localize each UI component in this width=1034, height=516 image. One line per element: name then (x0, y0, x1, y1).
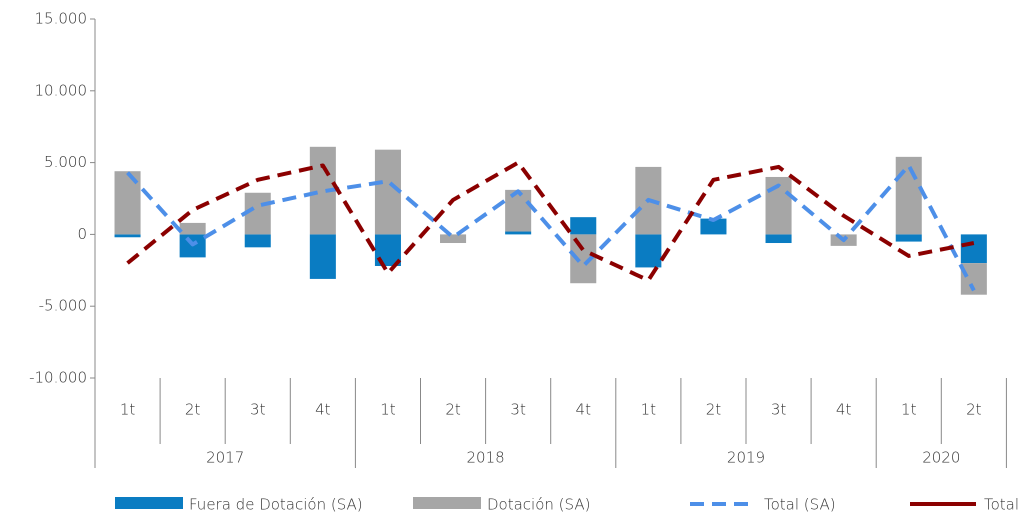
y-tick-label: 15.000 (35, 10, 88, 28)
x-tick-label: 2t (185, 401, 201, 419)
x-tick-label: 4t (836, 401, 852, 419)
y-tick-label: -10.000 (29, 369, 87, 387)
x-tick-label: 3t (771, 401, 787, 419)
bar (244, 234, 271, 248)
legend-label: Fuera de Dotación (SA) (189, 496, 363, 514)
x-tick-label: 3t (250, 401, 266, 419)
group-label: 2019 (727, 449, 765, 467)
line (126, 163, 976, 292)
y-tick-label: 0 (77, 225, 87, 243)
x-tick-label: 2t (706, 401, 722, 419)
legend-swatch (413, 497, 481, 509)
bar (570, 217, 597, 235)
group-label: 2017 (206, 449, 244, 467)
bar (440, 234, 467, 244)
legend-label: Total (SA) (764, 496, 836, 514)
x-tick-label: 1t (380, 401, 396, 419)
y-tick-label: 10.000 (35, 81, 88, 99)
bar (309, 234, 336, 279)
bar (700, 218, 727, 235)
bar (505, 189, 532, 232)
x-tick-label: 1t (641, 401, 657, 419)
x-tick-label: 1t (901, 401, 917, 419)
line (126, 160, 975, 283)
y-tick-label: 5.000 (44, 153, 87, 171)
bar (960, 234, 987, 264)
x-tick-label: 1t (120, 401, 136, 419)
bar (635, 234, 662, 268)
x-tick-label: 3t (510, 401, 526, 419)
bar (765, 234, 792, 244)
group-label: 2020 (922, 449, 960, 467)
bar (244, 192, 271, 235)
x-tick-label: 2t (966, 401, 982, 419)
legend-swatch (115, 497, 183, 509)
bar (895, 234, 922, 242)
bar (114, 234, 141, 238)
legend-label: Dotación (SA) (487, 496, 590, 514)
y-tick-label: -5.000 (39, 297, 87, 315)
bar (505, 231, 532, 235)
x-tick-label: 4t (576, 401, 592, 419)
group-label: 2018 (467, 449, 505, 467)
legend-label: Total (984, 496, 1019, 514)
bar (179, 222, 206, 235)
x-tick-label: 2t (445, 401, 461, 419)
x-tick-label: 4t (315, 401, 331, 419)
bar (374, 149, 401, 235)
